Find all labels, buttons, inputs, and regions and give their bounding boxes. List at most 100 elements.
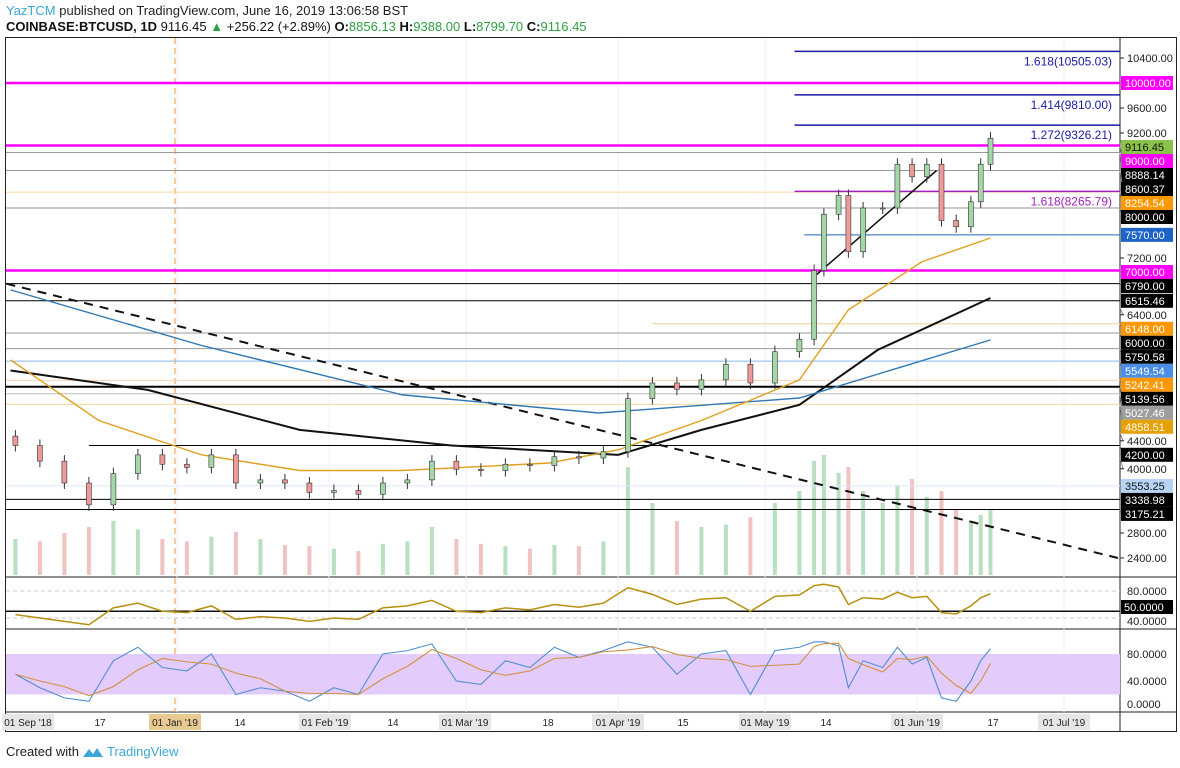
candle	[860, 207, 866, 253]
volume-bar	[748, 517, 753, 575]
price-label-box	[1121, 377, 1173, 392]
price-label-box	[1121, 140, 1173, 154]
axis-tick-label: 9200.00	[1127, 128, 1167, 140]
stoch-d-line	[15, 642, 991, 697]
price-label-box	[1121, 210, 1173, 224]
volume-bar	[307, 546, 312, 575]
candle	[257, 479, 264, 484]
candle	[909, 163, 915, 178]
price-label: 8600.37	[1125, 184, 1165, 196]
volume-bar	[954, 509, 959, 575]
high-label: H:	[399, 19, 414, 34]
price-label: 9116.45	[1125, 142, 1164, 154]
price-label-box	[1121, 76, 1173, 90]
candle	[527, 463, 533, 466]
price-label-box	[1121, 321, 1173, 336]
tradingview-link[interactable]: TradingView	[106, 744, 179, 759]
time-axis-label: 01 Jun '19	[894, 718, 940, 729]
volume-bar	[356, 551, 361, 575]
axis-tick-label: 4000.00	[1127, 464, 1167, 476]
candle	[478, 468, 484, 471]
price-label-box	[1121, 478, 1173, 493]
close-value: 9116.45	[540, 19, 587, 34]
publish-text: published on TradingView.com, June 16, 2…	[59, 3, 409, 18]
volume-bar	[135, 529, 140, 575]
stoch-band	[6, 654, 1120, 695]
volume-bar	[821, 455, 826, 575]
candle	[502, 463, 509, 471]
rsi-line	[15, 583, 991, 626]
price-label-box	[1121, 405, 1173, 420]
time-label-box	[592, 714, 644, 730]
fib-label: 1.414(9810.00)	[1031, 98, 1112, 112]
volume-bar	[650, 503, 655, 575]
volume-bar	[861, 491, 866, 575]
volume-bar	[454, 539, 459, 575]
volume-bar	[86, 527, 91, 575]
open-label: O:	[334, 19, 349, 34]
candle	[61, 460, 68, 484]
open-value: 8856.13	[348, 19, 396, 34]
price-label: 7570.00	[1125, 230, 1165, 242]
price-label: 6515.46	[1125, 296, 1165, 308]
axis-tick-label: 2400.00	[1127, 553, 1167, 565]
volume-bar	[836, 473, 841, 575]
price-label: 5242.41	[1125, 380, 1165, 392]
price-label-box	[1121, 227, 1173, 242]
volume-bar	[282, 545, 287, 575]
price-label-box	[1121, 335, 1173, 350]
volume-bar	[978, 515, 983, 575]
stoch-tick-label: 80.0000	[1127, 649, 1167, 661]
created-with-text: Created with	[6, 744, 79, 759]
candle	[674, 382, 680, 390]
price-label: 10000.00	[1125, 78, 1171, 90]
price-label-box	[1121, 391, 1173, 406]
candle	[821, 213, 827, 271]
time-axis-label: 18	[542, 718, 554, 729]
volume-bar	[331, 548, 336, 575]
moving-average-line	[10, 297, 991, 456]
chart-frame	[5, 37, 1177, 732]
time-label-box	[299, 714, 351, 730]
time-axis-label: 01 Jul '19	[1043, 718, 1086, 729]
volume-bar	[797, 491, 802, 575]
volume-bar	[674, 521, 679, 575]
price-label: 5750.58	[1125, 352, 1165, 364]
volume-bar	[380, 543, 385, 575]
time-axis-label: 15	[677, 718, 689, 729]
time-label-box	[739, 714, 791, 730]
time-axis-label: 01 Apr '19	[596, 718, 641, 729]
candle	[649, 382, 656, 399]
price-label: 4200.00	[1125, 450, 1165, 462]
candle	[380, 482, 386, 495]
volume-bar	[895, 485, 900, 575]
volume-bar	[812, 461, 817, 575]
rsi-label-box	[1121, 600, 1173, 614]
volume-bar	[968, 521, 973, 575]
candle	[184, 463, 190, 468]
price-label-box	[1121, 447, 1173, 462]
trendline	[813, 169, 938, 278]
price-label-box	[1121, 279, 1173, 293]
price-label: 6148.00	[1125, 324, 1165, 336]
volume-bar	[503, 546, 508, 575]
volume-bar	[258, 539, 263, 575]
candle	[835, 195, 842, 215]
volume-bar	[13, 539, 18, 575]
price-label: 5549.54	[1125, 366, 1165, 378]
price-label-box	[1121, 196, 1173, 210]
price-label: 3338.98	[1125, 495, 1165, 507]
price-label: 3553.25	[1125, 481, 1165, 493]
volume-bar	[846, 467, 851, 575]
stoch-tick-label: 0.0000	[1127, 699, 1161, 711]
axis-tick-label: 9600.00	[1127, 103, 1167, 115]
author-link[interactable]: YazTCM	[6, 3, 56, 18]
volume-bar	[233, 531, 238, 575]
time-axis-label: 14	[820, 718, 832, 729]
candle	[135, 454, 141, 474]
footer: Created with TradingView	[6, 744, 179, 759]
price-label: 5139.56	[1125, 394, 1165, 406]
volume-bar	[160, 539, 165, 575]
price-label: 5027.46	[1125, 408, 1165, 420]
